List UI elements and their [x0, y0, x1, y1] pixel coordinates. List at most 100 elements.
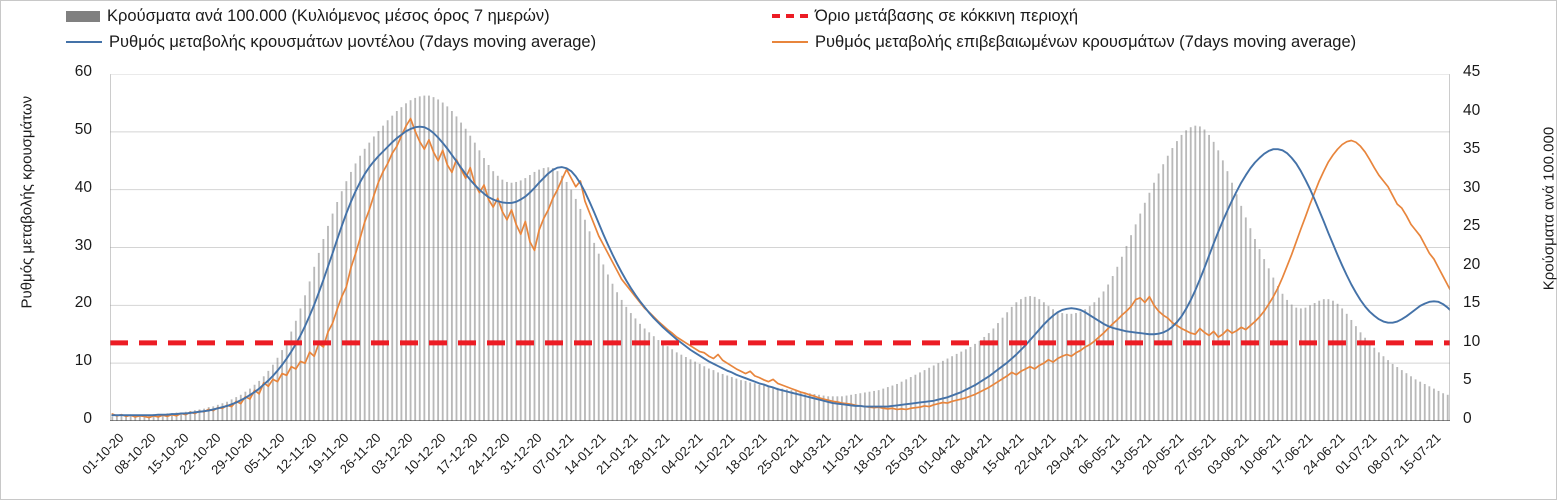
bar [753, 383, 756, 421]
bar [1098, 297, 1100, 421]
bar [230, 399, 233, 421]
bar [652, 336, 655, 421]
bar [483, 158, 485, 421]
bar [134, 415, 137, 421]
bar [1423, 383, 1426, 421]
bar [721, 373, 724, 421]
bar [1015, 302, 1018, 421]
bar [1419, 381, 1422, 421]
bar [510, 182, 513, 421]
bar [675, 352, 678, 421]
bar [161, 414, 164, 421]
bar [1410, 376, 1412, 421]
bar [877, 390, 880, 421]
legend-item-confirmed-rate[interactable]: Ρυθμός μεταβολής επιβεβαιωμένων κρουσμάτ… [772, 34, 1356, 51]
bar [1084, 309, 1087, 421]
legend-item-red-threshold[interactable]: Όριο μετάβασης σε κόκκινη περιοχή [772, 8, 1078, 25]
bar [354, 163, 357, 421]
bar [900, 381, 903, 421]
legend-label-confirmed: Ρυθμός μεταβολής επιβεβαιωμένων κρουσμάτ… [815, 33, 1357, 51]
bar [528, 175, 531, 421]
bar [372, 136, 375, 421]
plot-area [110, 74, 1450, 421]
confirmed-rate-line [111, 117, 1450, 419]
bar [1070, 313, 1073, 421]
bar [836, 396, 839, 421]
bar [363, 148, 366, 421]
bar [501, 179, 504, 421]
y-tick-label-left: 0 [83, 410, 92, 427]
bar [1290, 304, 1293, 421]
bar [331, 213, 334, 421]
bar [1208, 134, 1210, 421]
bar [239, 394, 242, 421]
bar [1345, 313, 1348, 421]
bar [767, 386, 770, 421]
bar [473, 142, 476, 421]
legend-item-cases-per-100000[interactable]: Κρούσματα ανά 100.000 (Κυλιόμενος μέσος … [66, 8, 550, 25]
bar [1355, 326, 1357, 421]
bar [542, 168, 545, 421]
bar [115, 416, 118, 421]
bar [1231, 182, 1233, 421]
bar [487, 164, 490, 421]
bar [574, 198, 577, 421]
bar [193, 410, 196, 421]
bar [914, 374, 917, 421]
bar [818, 394, 820, 421]
bar [226, 401, 228, 421]
bar [707, 368, 710, 421]
bar [584, 219, 586, 421]
bar [588, 231, 591, 421]
bar [1212, 141, 1215, 421]
bar [776, 387, 779, 421]
y-tick-label-right: 40 [1463, 101, 1481, 119]
bar [1038, 299, 1041, 421]
bar [671, 349, 674, 421]
bar [1198, 126, 1201, 421]
bar [1272, 277, 1275, 421]
bar [1400, 370, 1403, 421]
bar [974, 343, 976, 421]
bar [432, 97, 435, 421]
legend-item-model-rate[interactable]: Ρυθμός μεταβολής κρουσμάτων μοντέλου (7d… [66, 34, 596, 51]
bar [1116, 266, 1119, 421]
bar [308, 281, 311, 421]
bar [129, 415, 132, 421]
bar [772, 387, 775, 421]
bar [1029, 296, 1032, 421]
bar [799, 391, 802, 421]
bar [203, 408, 205, 421]
bar [808, 393, 811, 421]
bar [519, 180, 522, 421]
bar [171, 413, 173, 421]
bar [1143, 202, 1146, 421]
bar [299, 308, 302, 421]
bar [506, 181, 508, 421]
bar [1217, 150, 1220, 421]
bar [932, 365, 935, 421]
y-tick-label-left: 60 [74, 63, 92, 80]
bar [317, 252, 320, 421]
bar [1332, 300, 1334, 421]
bar [382, 125, 384, 421]
bar [923, 370, 926, 421]
bar [350, 171, 352, 421]
bar [703, 366, 706, 421]
bar [235, 397, 238, 421]
line-swatch-icon [66, 41, 102, 44]
bar-swatch-icon [66, 10, 100, 22]
bar [216, 404, 219, 421]
bar [455, 116, 458, 421]
bar [1428, 386, 1431, 421]
bar [1442, 393, 1445, 421]
bar [281, 350, 284, 421]
bar [785, 389, 788, 421]
bar [781, 388, 784, 421]
bar [524, 178, 527, 421]
bar [418, 96, 421, 421]
bar [547, 167, 550, 421]
bar [1125, 245, 1128, 421]
bar [629, 313, 632, 421]
bar [928, 367, 931, 421]
